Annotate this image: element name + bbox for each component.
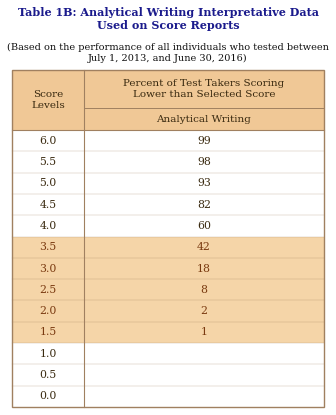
- Text: 5.0: 5.0: [39, 178, 57, 188]
- Text: 60: 60: [197, 221, 211, 231]
- Bar: [12, 215, 84, 237]
- Text: Percent of Test Takers Scoring
Lower than Selected Score: Percent of Test Takers Scoring Lower tha…: [123, 79, 285, 99]
- Bar: [84, 194, 324, 215]
- Bar: [12, 70, 84, 130]
- Bar: [84, 215, 324, 237]
- Bar: [84, 258, 324, 279]
- Bar: [84, 70, 324, 108]
- Text: 0.0: 0.0: [39, 391, 57, 401]
- Bar: [12, 237, 84, 258]
- Bar: [12, 322, 84, 343]
- Bar: [12, 258, 84, 279]
- Text: 42: 42: [197, 242, 211, 252]
- Text: 98: 98: [197, 157, 211, 167]
- Bar: [84, 151, 324, 173]
- Bar: [12, 343, 84, 364]
- Bar: [12, 364, 84, 386]
- Text: 2.5: 2.5: [39, 285, 57, 295]
- Bar: [12, 130, 84, 151]
- Bar: [12, 173, 84, 194]
- Text: 2.0: 2.0: [39, 306, 57, 316]
- Text: 5.5: 5.5: [39, 157, 56, 167]
- Bar: [84, 173, 324, 194]
- Bar: [12, 70, 324, 407]
- Text: 4.5: 4.5: [39, 200, 56, 210]
- Text: 4.0: 4.0: [39, 221, 57, 231]
- Text: 1: 1: [201, 327, 208, 337]
- Text: Table 1B: Analytical Writing Interpretative Data
Used on Score Reports: Table 1B: Analytical Writing Interpretat…: [17, 7, 319, 31]
- Text: 0.5: 0.5: [39, 370, 57, 380]
- Bar: [84, 237, 324, 258]
- Bar: [84, 279, 324, 300]
- Text: Analytical Writing: Analytical Writing: [157, 115, 251, 124]
- Text: Score
Levels: Score Levels: [31, 90, 65, 110]
- Bar: [12, 300, 84, 322]
- Text: (Based on the performance of all individuals who tested between
July 1, 2013, an: (Based on the performance of all individ…: [7, 43, 329, 63]
- Text: 2: 2: [201, 306, 208, 316]
- Bar: [84, 108, 324, 130]
- Text: 3.0: 3.0: [39, 264, 57, 273]
- Text: 8: 8: [201, 285, 208, 295]
- Bar: [84, 130, 324, 151]
- Text: 18: 18: [197, 264, 211, 273]
- Bar: [84, 343, 324, 364]
- Text: 3.5: 3.5: [39, 242, 57, 252]
- Bar: [84, 300, 324, 322]
- Text: 1.0: 1.0: [39, 349, 57, 359]
- Bar: [84, 322, 324, 343]
- Text: 6.0: 6.0: [39, 136, 57, 146]
- Text: 82: 82: [197, 200, 211, 210]
- Text: 99: 99: [197, 136, 211, 146]
- Bar: [12, 194, 84, 215]
- Bar: [84, 364, 324, 386]
- Bar: [12, 279, 84, 300]
- Text: 93: 93: [197, 178, 211, 188]
- Bar: [12, 151, 84, 173]
- Bar: [84, 386, 324, 407]
- Bar: [12, 386, 84, 407]
- Text: 1.5: 1.5: [39, 327, 57, 337]
